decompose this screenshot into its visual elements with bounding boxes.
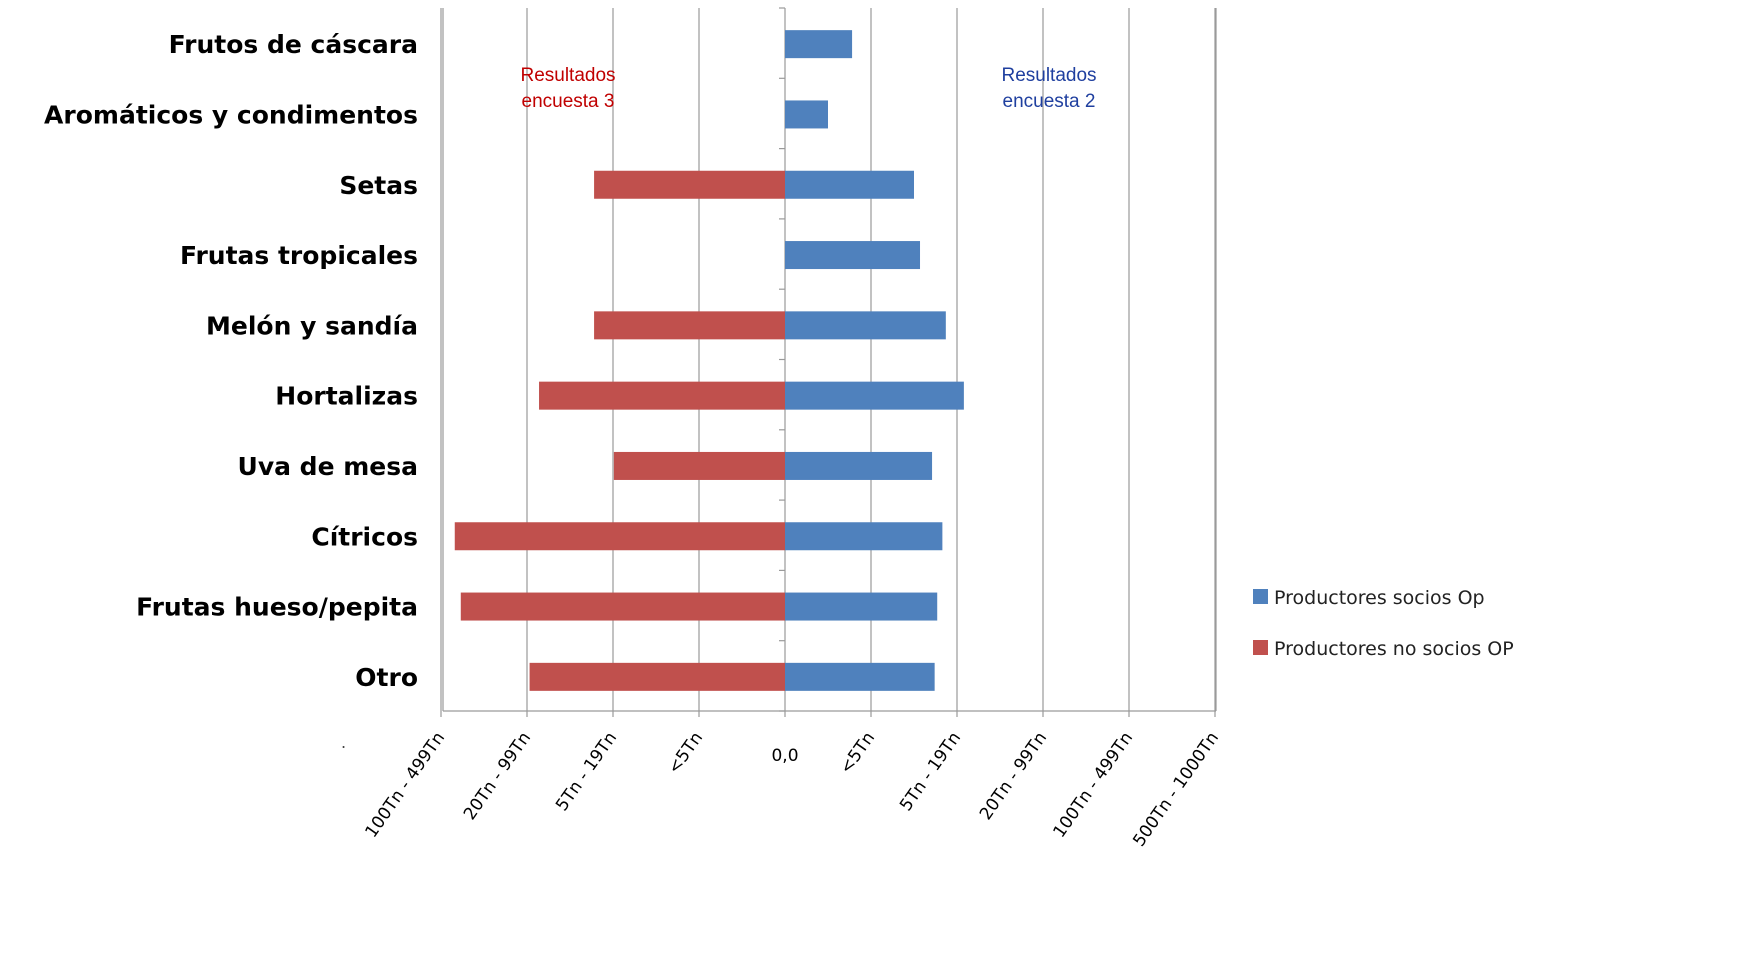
category-label-otro: Otro xyxy=(355,663,418,692)
category-label-setas: Setas xyxy=(339,171,418,200)
category-label-melon-y-sandia: Melón y sandía xyxy=(206,311,418,340)
bar-productores-no-socios-op-frutas-hueso-pepita xyxy=(460,592,785,621)
legend: Productores socios Op Productores no soci… xyxy=(1253,587,1514,660)
category-label-hortalizas: Hortalizas xyxy=(275,382,418,411)
annotation-left-line: encuesta 3 xyxy=(522,91,615,112)
bar-productores-socios-op-citricos xyxy=(785,522,943,551)
bar-productores-no-socios-op-setas xyxy=(594,170,785,199)
bar-productores-socios-op-setas xyxy=(785,170,914,199)
tick-label-zero: 0,0 xyxy=(771,746,798,766)
bar-productores-socios-op-otro xyxy=(785,662,935,691)
tick-label-right-20tn-99tn: 20Tn - 99Tn xyxy=(976,728,1051,823)
tick-label-right-5tn: <5Tn xyxy=(836,728,879,777)
annotations: Resultados encuesta 3 Resultados encuesta 2 xyxy=(520,65,1096,112)
bar-productores-socios-op-frutas-tropicales xyxy=(785,241,921,270)
legend-swatch-productores-no-socios-op xyxy=(1253,640,1268,655)
annotation-left-line: Resultados xyxy=(520,65,615,86)
bar-productores-socios-op-frutas-hueso-pepita xyxy=(785,592,938,621)
tick-label-left-100tn-499tn: 100Tn - 499Tn xyxy=(361,728,449,841)
bars xyxy=(454,30,964,691)
legend-entry-productores-socios-op: Productores socios Op xyxy=(1274,587,1485,609)
category-labels: Frutos de cáscara Aromáticos y condimento… xyxy=(44,30,418,692)
tick-label-right-5tn-19tn: 5Tn - 19Tn xyxy=(896,728,965,815)
category-label-frutos-de-cascara: Frutos de cáscara xyxy=(169,30,418,59)
tick-label-right-100tn-499tn: 100Tn - 499Tn xyxy=(1049,728,1137,841)
tick-label-left-5tn: <5Tn xyxy=(664,728,707,777)
legend-entry-productores-no-socios-op: Productores no socios OP xyxy=(1274,638,1514,660)
bar-productores-no-socios-op-otro xyxy=(529,662,785,691)
category-label-citricos: Cítricos xyxy=(311,522,418,551)
legend-swatch-productores-socios-op xyxy=(1253,589,1268,604)
bar-productores-no-socios-op-citricos xyxy=(454,522,785,551)
category-label-uva-de-mesa: Uva de mesa xyxy=(238,452,418,481)
tick-labels: 100Tn - 499Tn 20Tn - 99Tn 5Tn - 19Tn <5Tn <5… xyxy=(361,728,1223,850)
stray-mark: . xyxy=(341,733,346,752)
bar-productores-socios-op-hortalizas xyxy=(785,381,964,410)
bar-productores-socios-op-frutos-de-cascara xyxy=(785,30,853,59)
tick-label-left-5tn-19tn: 5Tn - 19Tn xyxy=(552,728,621,815)
category-label-frutas-hueso-pepita: Frutas hueso/pepita xyxy=(136,593,418,622)
tick-label-left-20tn-99tn: 20Tn - 99Tn xyxy=(460,728,535,823)
bar-productores-socios-op-melon-y-sandia xyxy=(785,311,946,340)
bar-productores-socios-op-uva-de-mesa xyxy=(785,451,933,480)
tick-label-right-500tn-1000tn: 500Tn - 1000Tn xyxy=(1129,728,1223,850)
bar-productores-no-socios-op-hortalizas xyxy=(539,381,785,410)
bar-productores-no-socios-op-uva-de-mesa xyxy=(613,451,785,480)
annotation-right-line: encuesta 2 xyxy=(1003,91,1096,112)
category-label-frutas-tropicales: Frutas tropicales xyxy=(180,241,418,270)
annotation-right-line: Resultados xyxy=(1001,65,1096,86)
bar-productores-socios-op-aromaticos-y-condimentos xyxy=(785,100,828,129)
bar-productores-no-socios-op-melon-y-sandia xyxy=(594,311,785,340)
category-label-aromaticos-y-condimentos: Aromáticos y condimentos xyxy=(44,100,418,129)
